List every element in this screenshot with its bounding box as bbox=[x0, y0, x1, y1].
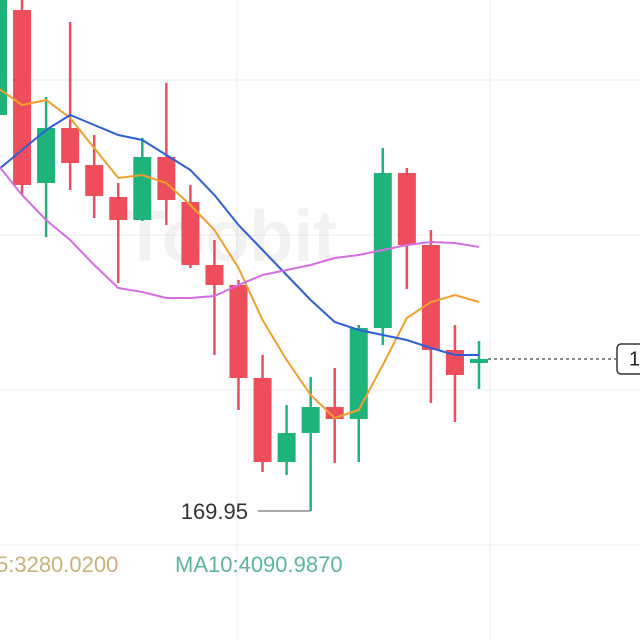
candle-body bbox=[253, 378, 272, 462]
ma-line bbox=[0, 113, 479, 356]
candle-body bbox=[277, 433, 296, 462]
price-tag-label: 1 bbox=[629, 348, 640, 370]
ma-line bbox=[0, 165, 480, 299]
legend-ma5: 5:3280.0200 bbox=[0, 552, 118, 577]
candle-body bbox=[133, 157, 152, 220]
candle-body bbox=[421, 245, 440, 350]
legend-ma10: MA10:4090.9870 bbox=[175, 552, 343, 577]
candle-body bbox=[397, 173, 416, 245]
candle-body bbox=[181, 202, 200, 265]
candle-body bbox=[157, 157, 176, 200]
moving-averages bbox=[0, 88, 480, 420]
candle-body bbox=[349, 328, 368, 419]
candle-body bbox=[13, 10, 32, 185]
low-label: 169.95 bbox=[181, 499, 248, 524]
watermark: Toobit bbox=[123, 197, 338, 277]
candle-body bbox=[445, 350, 464, 375]
candle-body bbox=[61, 128, 80, 163]
candle-body bbox=[0, 0, 7, 115]
candle-body bbox=[205, 265, 224, 285]
candle-body bbox=[109, 197, 128, 220]
candle-body bbox=[37, 128, 56, 183]
candle-body bbox=[85, 165, 104, 196]
candle-body bbox=[301, 407, 320, 433]
candle-body bbox=[229, 285, 248, 378]
candle-body bbox=[470, 359, 488, 363]
ma-line bbox=[0, 88, 480, 420]
price-tag bbox=[616, 343, 640, 375]
